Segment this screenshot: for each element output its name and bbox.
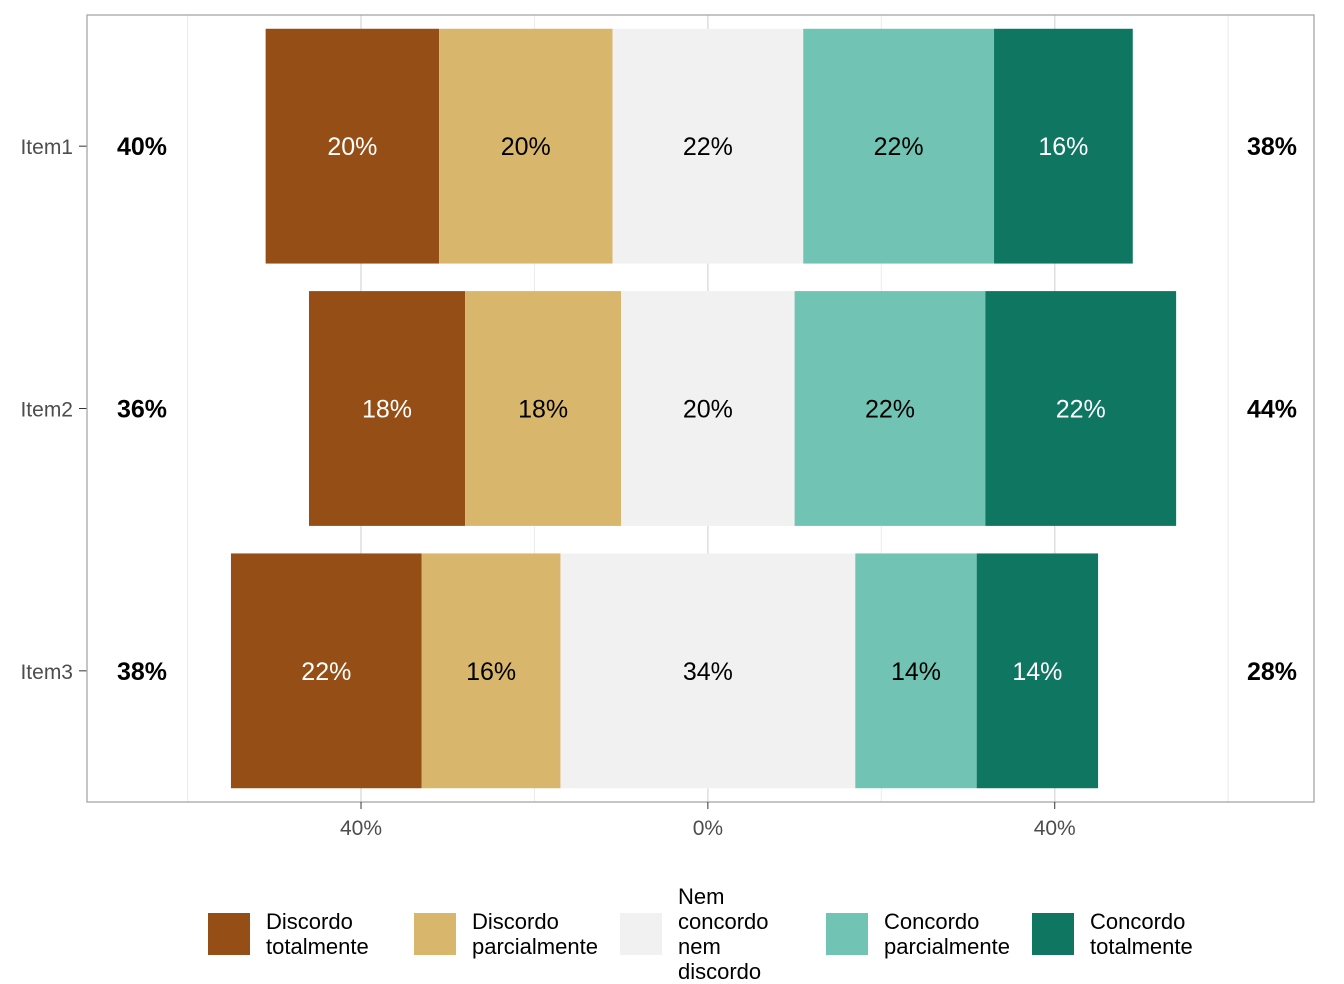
legend: Discordo totalmente Discordo parcialmente… (208, 884, 1238, 984)
left-total-label: 38% (117, 658, 167, 686)
bar-segment (994, 28, 1133, 264)
legend-swatch (414, 913, 456, 955)
legend-swatch (1032, 913, 1074, 955)
bar-segment (465, 291, 622, 526)
legend-swatch (620, 913, 662, 955)
legend-item: Discordo parcialmente (414, 884, 602, 984)
left-total-label: 36% (117, 396, 167, 424)
bar-segment (421, 553, 561, 789)
legend-item: Concordo parcialmente (826, 884, 1014, 984)
data-label: 34% (683, 658, 733, 686)
right-total-label: 28% (1247, 658, 1297, 686)
y-tick-label: Item1 (20, 136, 73, 159)
data-label: 22% (301, 658, 351, 686)
bar-segment (439, 28, 613, 264)
bar-segment (985, 291, 1177, 526)
legend-item: Discordo totalmente (208, 884, 396, 984)
bar-segment (621, 291, 795, 526)
bar-segment (976, 553, 1099, 789)
panel-border (86, 14, 1315, 803)
data-label: 14% (1012, 658, 1062, 686)
data-label: 22% (683, 133, 733, 161)
likert-chart: 20% 20% 22% 22% 16% Item1 40% 38% 18% 18% 20% 22% 22… (20, 14, 1315, 840)
data-label: 16% (466, 658, 516, 686)
data-label: 20% (327, 133, 377, 161)
legend-label: Concordo totalmente (1090, 909, 1193, 959)
bar-segment (265, 28, 440, 264)
data-label: 18% (362, 396, 412, 424)
legend-item: Nem concordo nem discordo (620, 884, 808, 984)
bar-segment (803, 28, 995, 264)
data-label: 16% (1038, 133, 1088, 161)
data-label: 14% (891, 658, 941, 686)
legend-item: Concordo totalmente (1032, 884, 1220, 984)
right-total-label: 44% (1247, 396, 1297, 424)
bar-segment (794, 291, 986, 526)
bar-segment (612, 28, 804, 264)
left-total-label: 40% (117, 133, 167, 161)
bar-segment (855, 553, 977, 789)
data-label: 20% (683, 396, 733, 424)
bar-segment (308, 291, 466, 526)
x-tick-label: 40% (1034, 817, 1076, 840)
legend-label: Discordo totalmente (266, 909, 369, 959)
x-tick-label: 40% (340, 817, 382, 840)
data-label: 22% (1056, 396, 1106, 424)
right-total-label: 38% (1247, 133, 1297, 161)
data-label: 18% (518, 396, 568, 424)
legend-swatch (208, 913, 250, 955)
data-label: 22% (874, 133, 924, 161)
data-label: 20% (501, 133, 551, 161)
legend-swatch (826, 913, 868, 955)
legend-label: Discordo parcialmente (472, 909, 598, 959)
legend-label: Concordo parcialmente (884, 909, 1010, 959)
data-label: 22% (865, 396, 915, 424)
legend-label: Nem concordo nem discordo (678, 884, 769, 984)
bar-segment (230, 553, 422, 789)
bar-segment (560, 553, 856, 789)
y-tick-label: Item2 (20, 399, 73, 422)
y-tick-label: Item3 (20, 661, 73, 684)
x-tick-label: 0% (693, 817, 723, 840)
